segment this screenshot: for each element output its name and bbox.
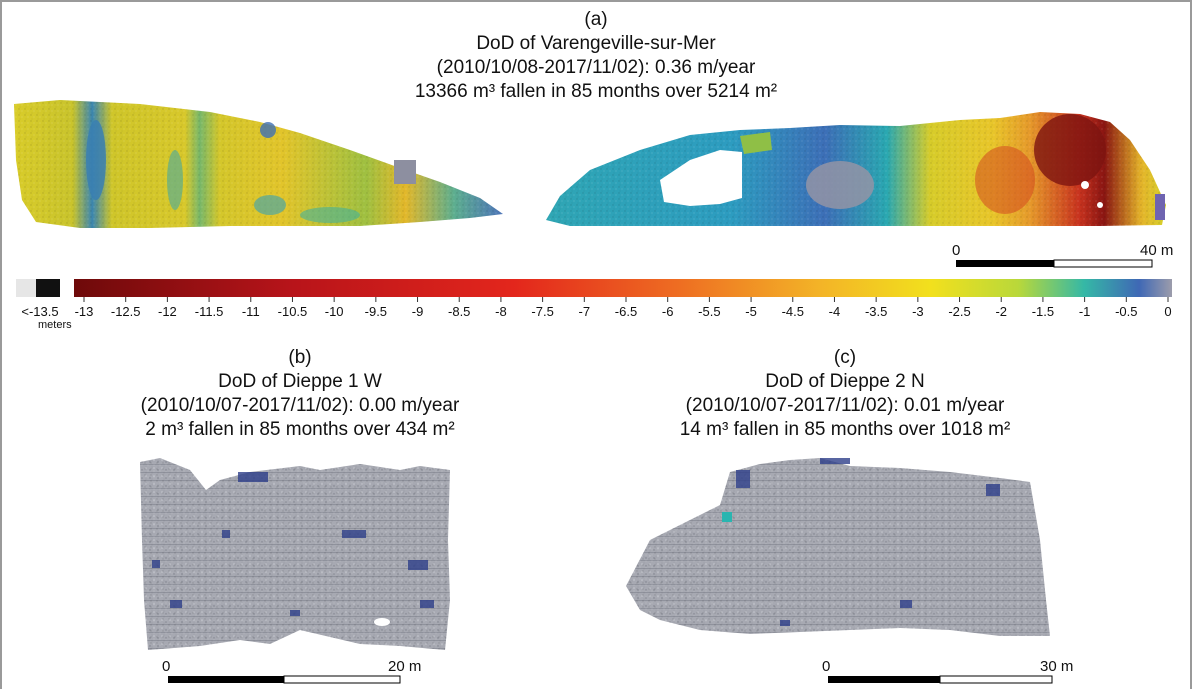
colorbar: <-13.5 meters -13 -12.5 -12 -11.5 -11 -10.5 -1… xyxy=(16,279,1172,331)
panel-a-cliff-east xyxy=(546,112,1166,226)
panel-c-scalebar: 0 30 m xyxy=(822,658,1073,684)
colorbar-tick-label: -10 xyxy=(325,304,344,319)
colorbar-tick-label: -7.5 xyxy=(531,304,553,319)
colorbar-tick-label: -4.5 xyxy=(782,304,804,319)
colorbar-tick-label: -5.5 xyxy=(698,304,720,319)
colorbar-tick-label: -3 xyxy=(912,304,924,319)
colorbar-tick-label: -6 xyxy=(662,304,674,319)
colorbar-tick-label: -10.5 xyxy=(278,304,308,319)
colorbar-below-swatch xyxy=(36,279,60,297)
colorbar-tick-label: -7 xyxy=(579,304,591,319)
panel-b-title: DoD of Dieppe 1 W xyxy=(218,371,382,392)
colorbar-gradient xyxy=(74,279,1172,297)
panel-c-title-block: (c) DoD of Dieppe 2 N (2010/10/07-2017/1… xyxy=(660,346,1030,442)
colorbar-tick-label: -13 xyxy=(75,304,94,319)
colorbar-tick-label: -0.5 xyxy=(1115,304,1137,319)
panel-c-title: DoD of Dieppe 2 N xyxy=(765,371,925,392)
colorbar-tick-label: -11 xyxy=(242,304,260,319)
panel-a-summary: 13366 m³ fallen in 85 months over 5214 m… xyxy=(414,81,778,102)
colorbar-unit-label: meters xyxy=(38,319,72,331)
panel-b-scalebar-end: 20 m xyxy=(388,658,421,675)
panel-c-period: (2010/10/07-2017/11/02): 0.01 m/year xyxy=(685,395,1005,416)
panel-b-scalebar: 0 20 m xyxy=(162,658,421,684)
panel-b-scalebar-start: 0 xyxy=(162,658,170,675)
panel-b-summary: 2 m³ fallen in 85 months over 434 m² xyxy=(145,419,455,440)
colorbar-tick-label: -2 xyxy=(995,304,1007,319)
colorbar-tick-label: -8 xyxy=(495,304,507,319)
colorbar-tick-label: 0 xyxy=(1164,304,1171,319)
panel-a-title-block: (a) DoD of Varengeville-sur-Mer (2010/10… xyxy=(0,8,1192,104)
panel-a-title: DoD of Varengeville-sur-Mer xyxy=(476,33,716,54)
panel-a-period: (2010/10/08-2017/11/02): 0.36 m/year xyxy=(436,57,756,78)
panel-c-map xyxy=(626,458,1050,636)
colorbar-tick-label: -5 xyxy=(745,304,757,319)
panel-b-map xyxy=(140,458,450,650)
panel-c-scalebar-start: 0 xyxy=(822,658,830,675)
panel-c-summary: 14 m³ fallen in 85 months over 1018 m² xyxy=(679,419,1011,440)
colorbar-tick-label: -1 xyxy=(1079,304,1091,319)
colorbar-tick-label: -3.5 xyxy=(865,304,887,319)
colorbar-tick-label: -9 xyxy=(412,304,424,319)
colorbar-tick-label: -12 xyxy=(158,304,177,319)
colorbar-tick-label: -4 xyxy=(829,304,841,319)
colorbar-ticks: -13 -12.5 -12 -11.5 -11 -10.5 -10 -9.5 -9 -8.5 -8-… xyxy=(75,297,1172,319)
colorbar-tick-label: -8.5 xyxy=(448,304,470,319)
colorbar-tick-label: -12.5 xyxy=(111,304,141,319)
colorbar-tick-label: -9.5 xyxy=(365,304,387,319)
colorbar-nodata-swatch xyxy=(16,279,36,297)
panel-a-letter: (a) xyxy=(584,9,608,30)
colorbar-tick-label: -6.5 xyxy=(615,304,637,319)
panel-b-period: (2010/10/07-2017/11/02): 0.00 m/year xyxy=(140,395,460,416)
colorbar-tick-label: -11.5 xyxy=(195,304,224,319)
panel-a-cliff-west xyxy=(14,100,503,228)
colorbar-below-label: <-13.5 xyxy=(21,304,58,319)
panel-c-letter: (c) xyxy=(833,347,857,368)
panel-c-scalebar-end: 30 m xyxy=(1040,658,1073,675)
panel-a-scalebar: 0 40 m xyxy=(952,242,1173,268)
panel-b-title-block: (b) DoD of Dieppe 1 W (2010/10/07-2017/1… xyxy=(130,346,470,442)
colorbar-tick-label: -2.5 xyxy=(948,304,970,319)
panel-a-scalebar-start: 0 xyxy=(952,242,960,259)
panel-b-letter: (b) xyxy=(288,347,312,368)
panel-a-scalebar-end: 40 m xyxy=(1140,242,1173,259)
colorbar-tick-label: -1.5 xyxy=(1032,304,1054,319)
